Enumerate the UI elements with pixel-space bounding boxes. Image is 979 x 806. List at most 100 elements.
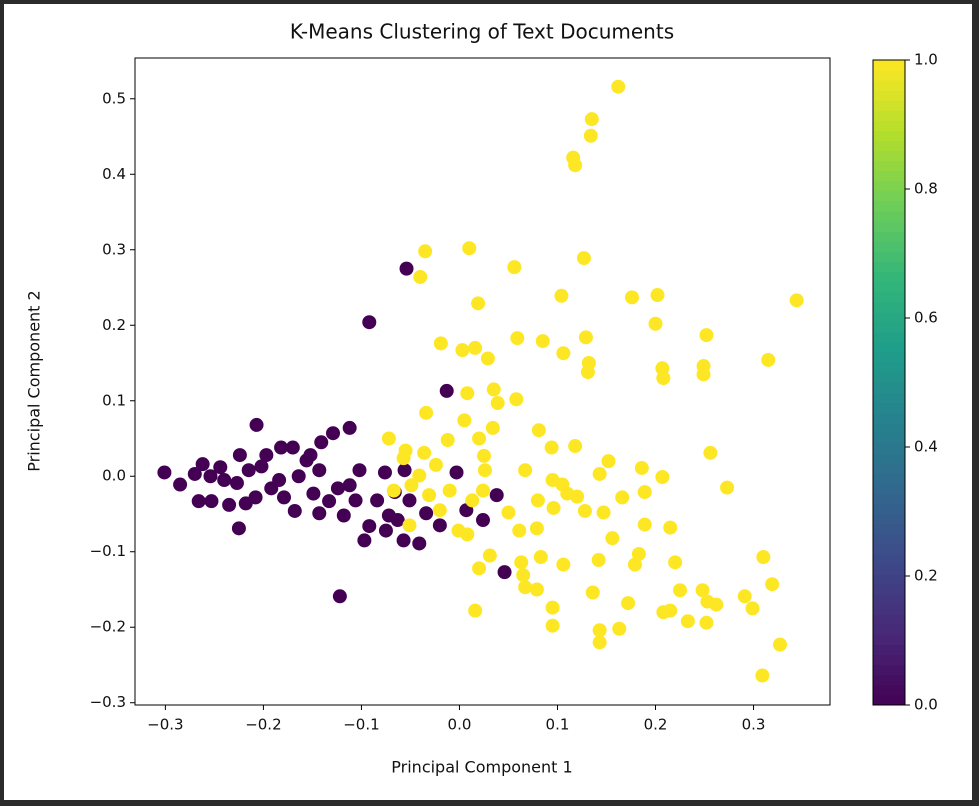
point [507, 260, 522, 275]
y-tick-label: 0.0 [102, 467, 126, 485]
colorbar-swatch [873, 513, 905, 525]
colorbar-swatch [873, 402, 905, 414]
point [789, 293, 804, 308]
colorbar-swatch [873, 301, 905, 313]
colorbar-swatch [873, 69, 905, 81]
point [656, 371, 671, 386]
point [418, 244, 433, 259]
point [756, 550, 771, 565]
point [312, 506, 327, 521]
point [475, 513, 490, 528]
colorbar-swatch [873, 220, 905, 232]
point [596, 505, 611, 520]
colorbar-swatch [873, 492, 905, 504]
colorbar-swatch [873, 200, 905, 212]
point [580, 365, 595, 380]
point [485, 420, 500, 435]
colorbar-swatch [873, 573, 905, 585]
point [482, 548, 497, 563]
colorbar-swatch [873, 553, 905, 565]
point [433, 336, 448, 351]
point [605, 531, 620, 546]
point [615, 490, 630, 505]
point [703, 445, 718, 460]
x-tick-label: 0.3 [742, 716, 766, 734]
point [412, 468, 427, 483]
point [624, 290, 639, 305]
colorbar-tick-label: 0.0 [914, 696, 938, 714]
point [530, 493, 545, 508]
chart-title: K-Means Clustering of Text Documents [290, 20, 674, 44]
point [428, 457, 443, 472]
point [516, 568, 531, 583]
colorbar-swatch [873, 664, 905, 676]
point [745, 601, 760, 616]
y-tick-label: 0.3 [102, 240, 126, 258]
y-axis-label: Principal Component 2 [25, 290, 44, 471]
point [390, 513, 405, 528]
colorbar-tick-label: 0.4 [914, 438, 938, 456]
point [696, 367, 711, 382]
point [673, 583, 688, 598]
colorbar-swatch [873, 694, 905, 706]
colorbar-swatch [873, 392, 905, 404]
colorbar-swatch [873, 432, 905, 444]
colorbar-swatch [873, 644, 905, 656]
point [249, 417, 264, 432]
point [422, 488, 437, 503]
point [402, 493, 417, 508]
point [451, 523, 466, 538]
y-tick-label: 0.1 [102, 391, 126, 409]
point [584, 112, 599, 127]
point [402, 518, 417, 533]
point [611, 79, 626, 94]
colorbar-swatch [873, 654, 905, 666]
colorbar-tick-label: 0.2 [914, 567, 938, 585]
colorbar-swatch [873, 230, 905, 242]
point [663, 603, 678, 618]
colorbar-swatch [873, 382, 905, 394]
x-tick-label: 0.2 [644, 716, 668, 734]
point [457, 413, 472, 428]
point [592, 466, 607, 481]
background [4, 4, 972, 800]
point [432, 503, 447, 518]
colorbar-swatch [873, 523, 905, 535]
colorbar-swatch [873, 593, 905, 605]
point [471, 296, 486, 311]
colorbar-swatch [873, 452, 905, 464]
point [442, 483, 457, 498]
point [529, 582, 544, 597]
point [509, 392, 524, 407]
colorbar-swatch [873, 442, 905, 454]
colorbar-tick-label: 0.6 [914, 309, 938, 327]
point [336, 508, 351, 523]
point [312, 463, 327, 478]
colorbar-swatch [873, 603, 905, 615]
colorbar-swatch [873, 412, 905, 424]
colorbar-swatch [873, 633, 905, 646]
colorbar-swatch [873, 130, 905, 142]
colorbar-swatch [873, 462, 905, 474]
point [591, 553, 606, 568]
point [259, 448, 274, 463]
point [276, 490, 291, 505]
point [761, 352, 776, 367]
point [472, 431, 487, 446]
point [238, 496, 253, 511]
point [157, 465, 172, 480]
point [432, 518, 447, 533]
point [631, 547, 646, 562]
colorbar-swatch [873, 321, 905, 333]
point [765, 577, 780, 592]
point [229, 476, 244, 491]
x-tick-label: −0.3 [147, 716, 183, 734]
point [322, 494, 337, 509]
point [637, 485, 652, 500]
point [709, 597, 724, 612]
point [570, 489, 585, 504]
point [272, 473, 287, 488]
colorbar-swatch [873, 502, 905, 515]
